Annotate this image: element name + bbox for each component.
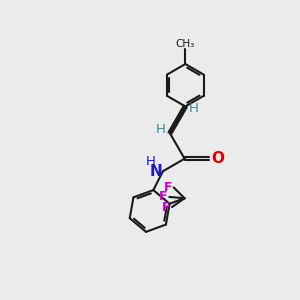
Text: F: F (164, 181, 172, 194)
Text: H: H (189, 102, 199, 115)
Text: O: O (212, 151, 225, 166)
Text: H: H (155, 123, 165, 136)
Text: N: N (149, 164, 162, 179)
Text: F: F (162, 201, 170, 214)
Text: F: F (159, 190, 168, 203)
Text: H: H (146, 155, 155, 168)
Text: CH₃: CH₃ (176, 39, 195, 49)
